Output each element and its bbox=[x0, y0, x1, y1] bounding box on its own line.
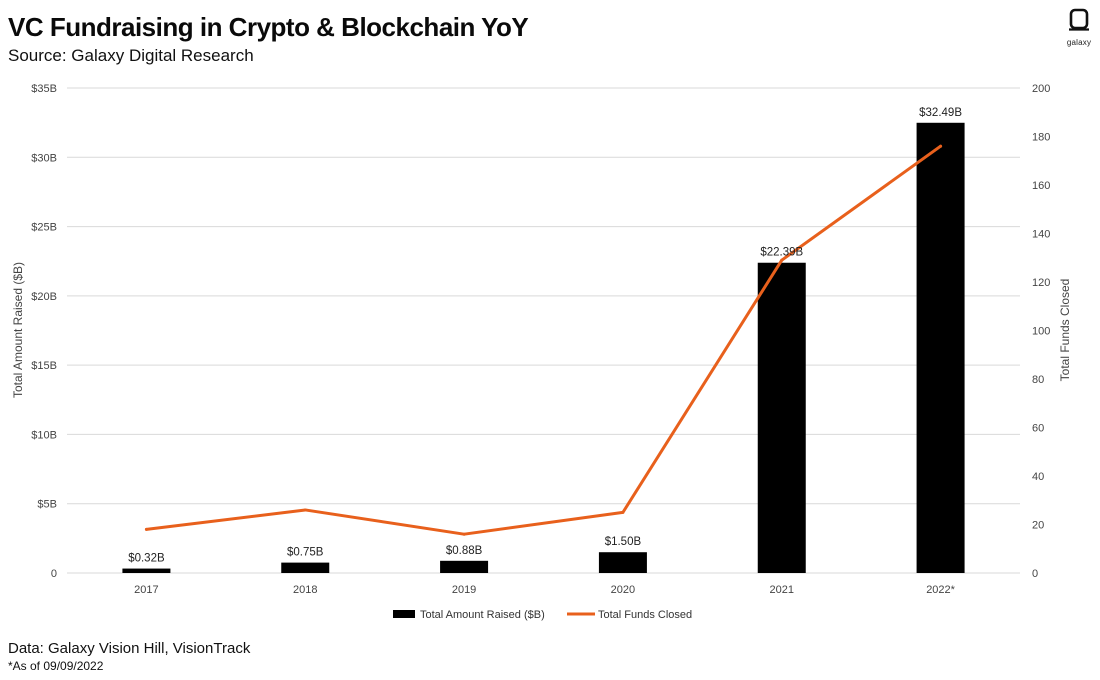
right-tick-label: 0 bbox=[1032, 568, 1038, 580]
right-tick-label: 20 bbox=[1032, 520, 1044, 532]
data-source: Data: Galaxy Vision Hill, VisionTrack bbox=[8, 640, 251, 657]
bar-value-label: $0.88B bbox=[446, 545, 483, 557]
left-tick-label: $20B bbox=[31, 291, 57, 303]
legend-label-amount: Total Amount Raised ($B) bbox=[420, 609, 545, 621]
x-tick-label: 2019 bbox=[452, 584, 476, 596]
left-tick-label: $5B bbox=[37, 499, 57, 511]
right-axis-title: Total Funds Closed bbox=[1058, 279, 1072, 382]
data-labels: $0.32B $0.75B $0.88B $1.50B $22.39B $32.49B bbox=[128, 107, 962, 565]
legend-bar-swatch bbox=[393, 610, 415, 618]
bar-2020 bbox=[598, 552, 647, 573]
galaxy-logo-text: galaxy bbox=[1066, 38, 1092, 47]
right-tick-label: 100 bbox=[1032, 326, 1050, 338]
left-tick-label: $30B bbox=[31, 152, 57, 164]
bar-series bbox=[122, 122, 965, 573]
bar-2018 bbox=[281, 562, 330, 573]
x-tick-label: 2021 bbox=[770, 584, 794, 596]
right-tick-label: 200 bbox=[1032, 83, 1050, 95]
bar-2017 bbox=[122, 568, 171, 573]
x-tick-label: 2020 bbox=[611, 584, 635, 596]
funds-closed-point bbox=[780, 258, 784, 262]
x-tick-label: 2022* bbox=[926, 584, 955, 596]
gridlines bbox=[67, 87, 1020, 574]
bar-value-label: $32.49B bbox=[919, 107, 962, 119]
x-tick-label: 2018 bbox=[293, 584, 317, 596]
right-tick-label: 180 bbox=[1032, 132, 1050, 144]
funds-closed-point bbox=[462, 532, 466, 536]
left-tick-label: $10B bbox=[31, 429, 57, 441]
bar-2022* bbox=[916, 122, 965, 573]
bar-2021 bbox=[757, 262, 806, 573]
footnote: *As of 09/09/2022 bbox=[8, 659, 104, 673]
bar-value-label: $0.32B bbox=[128, 553, 165, 565]
left-axis-ticks: 0 $5B $10B $15B $20B $25B $30B $35B bbox=[31, 83, 57, 580]
bar-value-label: $22.39B bbox=[760, 247, 803, 259]
left-tick-label: $25B bbox=[31, 222, 57, 234]
left-tick-label: 0 bbox=[51, 568, 57, 580]
left-axis-title: Total Amount Raised ($B) bbox=[11, 262, 25, 398]
line-series bbox=[144, 144, 943, 536]
bar-2019 bbox=[440, 560, 489, 573]
x-tick-label: 2017 bbox=[134, 584, 158, 596]
funds-closed-point bbox=[144, 527, 148, 531]
legend-label-funds: Total Funds Closed bbox=[598, 609, 692, 621]
funds-closed-point bbox=[303, 508, 307, 512]
chart-title: VC Fundraising in Crypto & Blockchain Yo… bbox=[8, 12, 529, 42]
right-axis-ticks: 0 20 40 60 80 100 120 140 160 180 200 bbox=[1032, 83, 1050, 580]
bar-value-label: $0.75B bbox=[287, 547, 324, 559]
x-axis-ticks: 2017 2018 2019 2020 2021 2022* bbox=[134, 584, 955, 596]
right-tick-label: 40 bbox=[1032, 471, 1044, 483]
chart-subtitle: Source: Galaxy Digital Research bbox=[8, 46, 254, 65]
right-tick-label: 120 bbox=[1032, 277, 1050, 289]
right-tick-label: 80 bbox=[1032, 374, 1044, 386]
left-tick-label: $15B bbox=[31, 360, 57, 372]
right-tick-label: 160 bbox=[1032, 180, 1050, 192]
bar-value-label: $1.50B bbox=[605, 536, 642, 548]
right-tick-label: 140 bbox=[1032, 229, 1050, 241]
funds-closed-line bbox=[144, 144, 943, 536]
galaxy-logo: galaxy bbox=[1064, 8, 1094, 48]
legend: Total Amount Raised ($B) Total Funds Clo… bbox=[393, 609, 692, 621]
galaxy-logo-icon bbox=[1069, 8, 1089, 31]
right-tick-label: 60 bbox=[1032, 423, 1044, 435]
left-tick-label: $35B bbox=[31, 83, 57, 95]
funds-closed-point bbox=[621, 510, 625, 514]
funds-closed-point bbox=[939, 144, 943, 148]
